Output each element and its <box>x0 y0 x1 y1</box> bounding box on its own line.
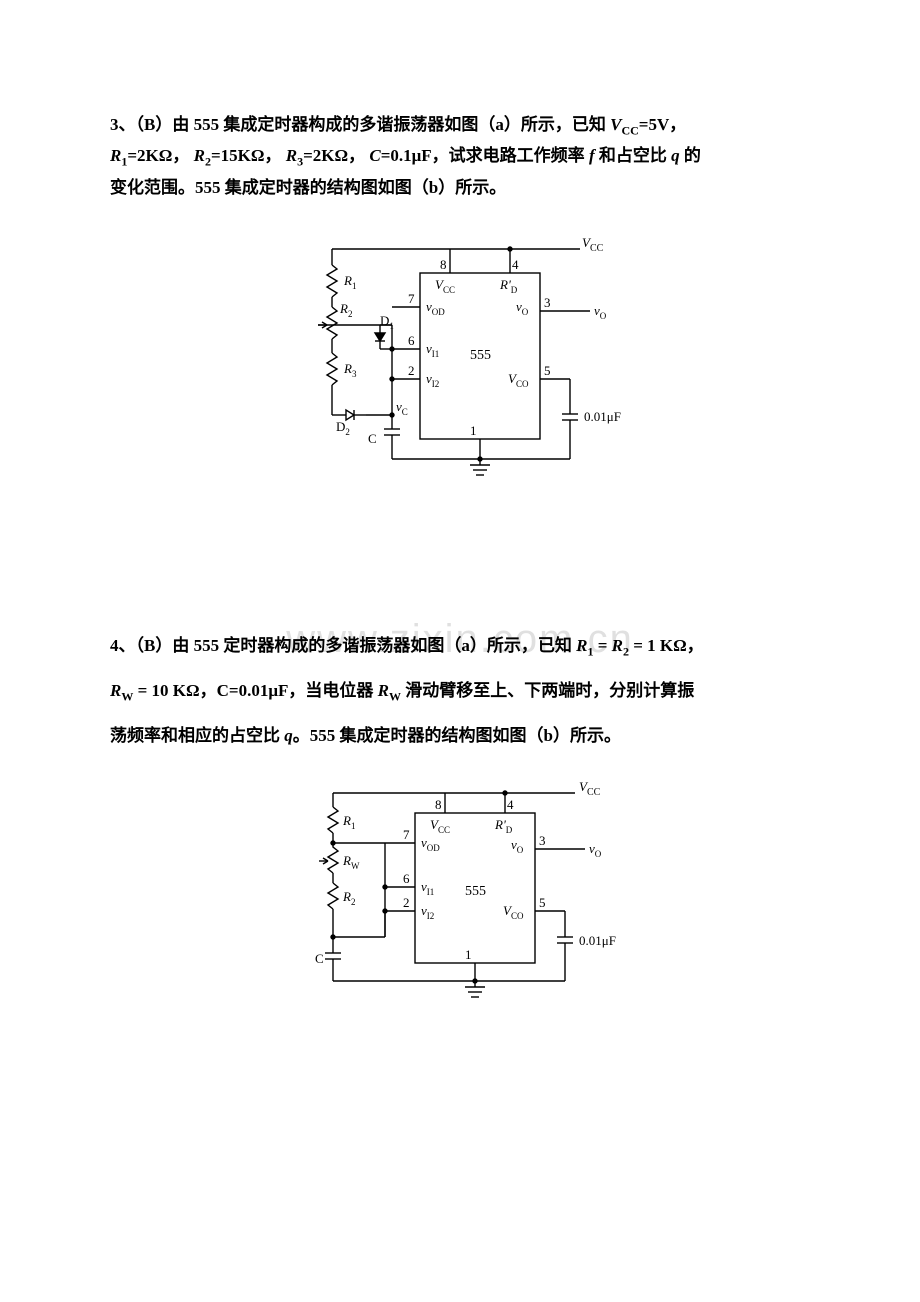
t: q <box>671 146 680 165</box>
t: C <box>369 146 380 165</box>
vcc-label: VCC <box>582 235 604 254</box>
t: C=0.01μF，当电位器 <box>217 681 378 700</box>
pin7-num: 7 <box>408 291 415 306</box>
t: R <box>110 146 121 165</box>
vcc-label: VCC <box>579 779 601 798</box>
t: 。555 集成定时器的结构图如图（b）所示。 <box>293 726 621 745</box>
pin6-num: 6 <box>403 871 410 886</box>
cap5-label: 0.01μF <box>579 933 616 948</box>
pin8-name: VCC <box>435 277 455 295</box>
t: 变化范围。555 集成定时器的结构图如图（b）所示。 <box>110 178 506 197</box>
vc-label: vC <box>396 399 408 417</box>
t: 4、（B）由 555 定时器构成的多谐振荡器如图（a）所示，已知 <box>110 636 576 655</box>
pin5-num: 5 <box>539 895 546 910</box>
pin3-num: 3 <box>544 295 551 310</box>
t: CC <box>621 123 638 137</box>
pin3-name: vO <box>516 299 529 317</box>
pin4-num: 4 <box>507 797 514 812</box>
q4-circuit-svg: VCC 8 4 VCC R'D 7 vOD 6 vI1 2 vI2 3 vO v… <box>285 777 635 1007</box>
pin2-name: vI2 <box>426 371 439 389</box>
chip-label: 555 <box>465 884 486 899</box>
t: = <box>593 636 611 655</box>
pin5-name: VCO <box>508 371 529 389</box>
spacer <box>110 499 810 619</box>
pin8-num: 8 <box>440 257 447 272</box>
t: 的 <box>680 146 701 165</box>
c-label: C <box>368 431 377 446</box>
t: =0.1μF，试求电路工作频率 <box>381 146 589 165</box>
rw-label: RW <box>342 853 360 871</box>
r2-label: R2 <box>339 301 352 319</box>
t: =5V， <box>639 115 686 134</box>
pin2-num: 2 <box>403 895 410 910</box>
pin3-num: 3 <box>539 833 546 848</box>
t: =2KΩ， <box>303 146 365 165</box>
t: R <box>378 681 389 700</box>
r1-label: R1 <box>342 813 355 831</box>
chip-label: 555 <box>470 348 491 363</box>
pin4-name: R'D <box>499 277 518 295</box>
t: R <box>576 636 587 655</box>
q4-figure: VCC 8 4 VCC R'D 7 vOD 6 vI1 2 vI2 3 vO v… <box>110 777 810 1007</box>
t: q <box>284 726 293 745</box>
pin4-name: R'D <box>494 817 513 835</box>
vo-out: vO <box>594 303 607 321</box>
q3-circuit-svg: VCC 8 4 VCC R'D 7 vOD 6 vI1 2 vI2 3 <box>280 229 640 489</box>
t: 3、（B）由 555 集成定时器构成的多谐振荡器如图（a）所示，已知 <box>110 115 610 134</box>
t: =15KΩ， <box>211 146 282 165</box>
pin1-num: 1 <box>465 947 472 962</box>
t: W <box>389 689 401 703</box>
q3-text: 3、（B）由 555 集成定时器构成的多谐振荡器如图（a）所示，已知 VCC=5… <box>110 110 810 203</box>
t: R <box>194 146 205 165</box>
t: = 10 KΩ， <box>133 681 216 700</box>
t: 和占空比 <box>595 146 672 165</box>
vo-out: vO <box>589 841 602 859</box>
c-label: C <box>315 951 324 966</box>
pin6-name: vI1 <box>426 341 439 359</box>
r3-label: R3 <box>343 361 357 379</box>
d1-label: D1 <box>380 313 394 331</box>
q3-figure: VCC 8 4 VCC R'D 7 vOD 6 vI1 2 vI2 3 <box>110 229 810 489</box>
t: =2KΩ， <box>127 146 189 165</box>
t: 荡频率和相应的占空比 <box>110 726 284 745</box>
pin7-name: vOD <box>421 835 440 853</box>
pin8-name: VCC <box>430 817 450 835</box>
pin5-name: VCO <box>503 903 524 921</box>
pin4-num: 4 <box>512 257 519 272</box>
t: R <box>612 636 623 655</box>
d2-label: D2 <box>336 419 350 437</box>
pin5-num: 5 <box>544 363 551 378</box>
pin7-name: vOD <box>426 299 445 317</box>
t: R <box>286 146 297 165</box>
cap5-label: 0.01μF <box>584 409 621 424</box>
t: 滑动臂移至上、下两端时，分别计算振 <box>401 681 694 700</box>
q4-text: 4、（B）由 555 定时器构成的多谐振荡器如图（a）所示，已知 R1 = R2… <box>110 631 810 752</box>
pin2-num: 2 <box>408 363 415 378</box>
pin1-num: 1 <box>470 423 477 438</box>
t: V <box>610 115 621 134</box>
r2-label: R2 <box>342 889 355 907</box>
pin3-name: vO <box>511 837 524 855</box>
t: = 1 KΩ， <box>629 636 704 655</box>
t: W <box>121 689 133 703</box>
pin7-num: 7 <box>403 827 410 842</box>
pin6-num: 6 <box>408 333 415 348</box>
r1-label: R1 <box>343 273 356 291</box>
pin2-name: vI2 <box>421 903 434 921</box>
pin8-num: 8 <box>435 797 442 812</box>
t: R <box>110 681 121 700</box>
page: 3、（B）由 555 集成定时器构成的多谐振荡器如图（a）所示，已知 VCC=5… <box>0 0 920 1302</box>
pin6-name: vI1 <box>421 879 434 897</box>
